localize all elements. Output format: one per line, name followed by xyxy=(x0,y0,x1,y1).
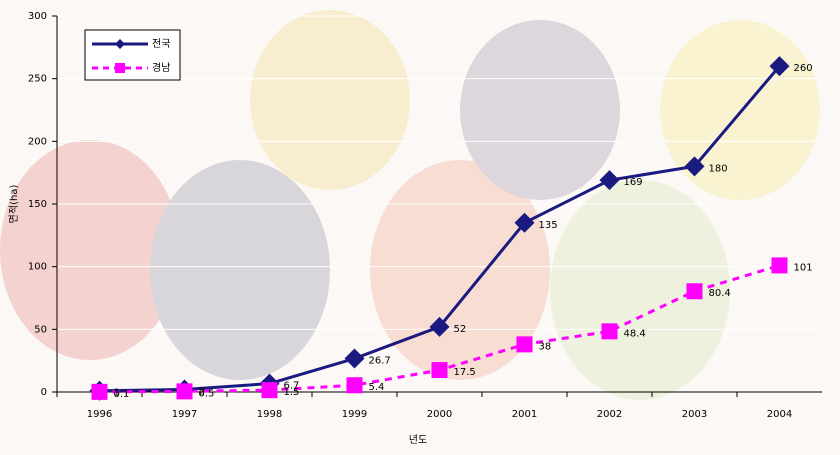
photo-pepper xyxy=(370,160,550,380)
marker xyxy=(91,383,108,400)
x-tick-label: 1999 xyxy=(342,409,367,420)
x-tick-label: 2002 xyxy=(597,409,622,420)
photo-pepper xyxy=(250,10,410,190)
photo-pepper xyxy=(0,140,180,360)
data-label: 80.4 xyxy=(709,288,731,299)
y-axis-label: 면적(ha) xyxy=(8,185,20,224)
data-label: 26.7 xyxy=(369,356,391,367)
data-label: 135 xyxy=(539,220,558,231)
x-tick-label: 1996 xyxy=(87,409,112,420)
data-label: 38 xyxy=(539,341,552,352)
x-tick-label: 2001 xyxy=(512,409,537,420)
photo-pepper xyxy=(550,180,730,400)
data-label: 0.5 xyxy=(199,388,215,399)
data-label: 169 xyxy=(624,177,643,188)
marker xyxy=(771,257,788,274)
x-tick-label: 2004 xyxy=(767,409,792,420)
data-label: 17.5 xyxy=(454,367,476,378)
legend-box xyxy=(84,29,181,81)
data-label: 2 xyxy=(199,386,205,397)
data-label: 52 xyxy=(454,324,467,335)
legend-label: 전국 xyxy=(152,38,170,50)
y-tick-label: 0 xyxy=(41,387,47,398)
marker xyxy=(769,56,790,77)
y-tick-label: 300 xyxy=(28,11,47,22)
marker xyxy=(346,377,363,394)
y-tick-label: 150 xyxy=(28,199,47,210)
marker xyxy=(599,170,620,191)
x-tick-label: 1997 xyxy=(172,409,197,420)
photo-pepper xyxy=(460,20,620,200)
marker xyxy=(429,316,450,337)
data-label: 180 xyxy=(709,163,728,174)
data-label: 48.4 xyxy=(624,328,646,339)
marker xyxy=(514,212,535,233)
y-tick-label: 250 xyxy=(28,74,47,85)
marker xyxy=(344,348,365,369)
photo-pepper xyxy=(660,20,820,200)
x-axis-label: 년도 xyxy=(409,434,427,446)
data-label: 260 xyxy=(794,63,813,74)
y-tick-label: 50 xyxy=(34,324,47,335)
marker xyxy=(176,383,193,400)
x-tick-label: 2003 xyxy=(682,409,707,420)
y-tick-label: 200 xyxy=(28,136,47,147)
marker xyxy=(601,323,618,340)
marker xyxy=(684,156,705,177)
data-label: 101 xyxy=(794,262,813,273)
marker xyxy=(686,283,703,300)
legend-label: 경남 xyxy=(152,61,170,74)
photo-pepper xyxy=(150,160,330,380)
x-tick-label: 1998 xyxy=(257,409,282,420)
data-label: 5.4 xyxy=(369,382,385,393)
data-label: 0.1 xyxy=(114,389,130,400)
data-label: 1 xyxy=(114,388,120,399)
marker xyxy=(431,362,448,379)
data-label: 1.5 xyxy=(284,387,300,398)
legend-marker xyxy=(115,39,125,49)
y-tick-label: 100 xyxy=(28,262,47,273)
legend-marker xyxy=(115,63,125,73)
marker xyxy=(261,382,278,399)
marker xyxy=(516,336,533,353)
data-label: 6.7 xyxy=(284,381,300,392)
x-tick-label: 2000 xyxy=(427,409,452,420)
